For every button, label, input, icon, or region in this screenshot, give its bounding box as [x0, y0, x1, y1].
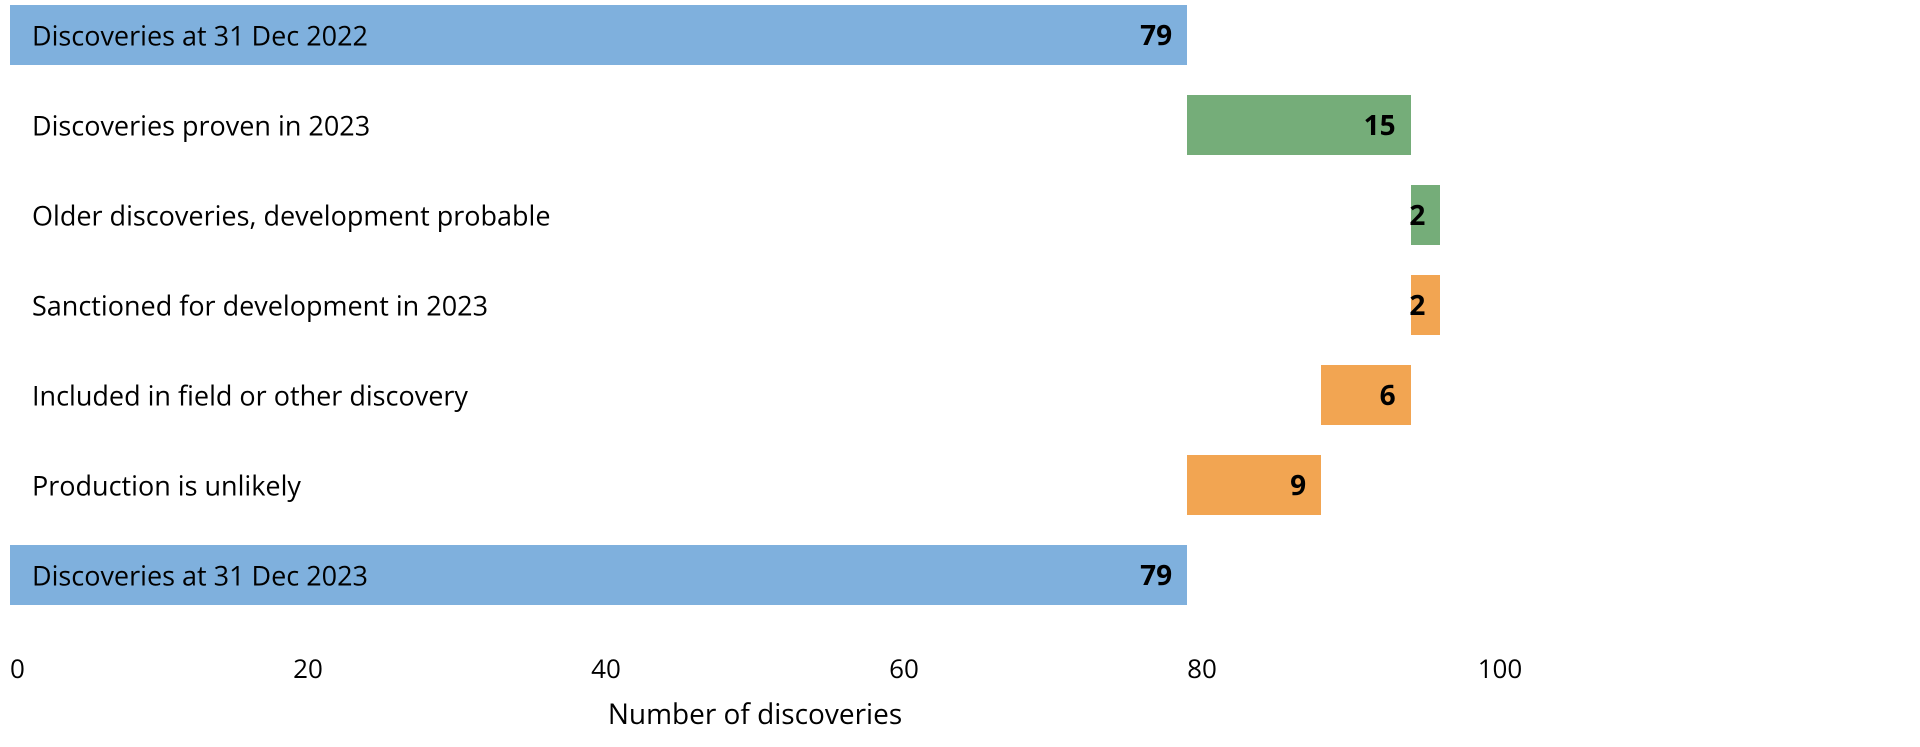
bar: 2	[1411, 275, 1441, 335]
bar-label: Included in field or other discovery	[32, 377, 468, 414]
x-tick: 60	[889, 650, 919, 686]
bar: 9	[1187, 455, 1321, 515]
bar: 2	[1411, 185, 1441, 245]
bar-row: Discoveries proven in 2023 15	[10, 95, 1500, 155]
bar-value: 2	[1409, 286, 1425, 324]
bar: 15	[1187, 95, 1411, 155]
bar-row: 79 Discoveries at 31 Dec 2023	[10, 545, 1500, 605]
bar-row: Production is unlikely 9	[10, 455, 1500, 515]
x-tick: 0	[10, 650, 25, 686]
x-tick: 100	[1478, 650, 1523, 686]
plot-area: 79 Discoveries at 31 Dec 2022 Discoveries …	[10, 5, 1500, 635]
bar-label: Discoveries at 31 Dec 2022	[32, 17, 368, 54]
bar-value: 6	[1380, 376, 1396, 414]
x-tick: 40	[591, 650, 621, 686]
bar-row: Sanctioned for development in 2023 2	[10, 275, 1500, 335]
bar-row: Included in field or other discovery 6	[10, 365, 1500, 425]
bar-value: 9	[1290, 466, 1306, 504]
x-tick: 20	[293, 650, 323, 686]
bar-label: Production is unlikely	[32, 467, 301, 504]
bar-value: 79	[1140, 556, 1172, 594]
x-axis-label: Number of discoveries	[608, 695, 902, 733]
bar-value: 15	[1364, 106, 1396, 144]
waterfall-chart: 79 Discoveries at 31 Dec 2022 Discoveries …	[10, 5, 1910, 745]
bar-row: Older discoveries, development probable 2	[10, 185, 1500, 245]
bar: 6	[1321, 365, 1410, 425]
bar-label: Sanctioned for development in 2023	[32, 287, 488, 324]
x-tick: 80	[1187, 650, 1217, 686]
bar-row: 79 Discoveries at 31 Dec 2022	[10, 5, 1500, 65]
bar-label: Older discoveries, development probable	[32, 197, 551, 234]
bar-label: Discoveries at 31 Dec 2023	[32, 557, 368, 594]
bar-label: Discoveries proven in 2023	[32, 107, 370, 144]
bar-value: 79	[1140, 16, 1172, 54]
bar: 79 Discoveries at 31 Dec 2023	[10, 545, 1187, 605]
bar-value: 2	[1409, 196, 1425, 234]
bar: 79 Discoveries at 31 Dec 2022	[10, 5, 1187, 65]
